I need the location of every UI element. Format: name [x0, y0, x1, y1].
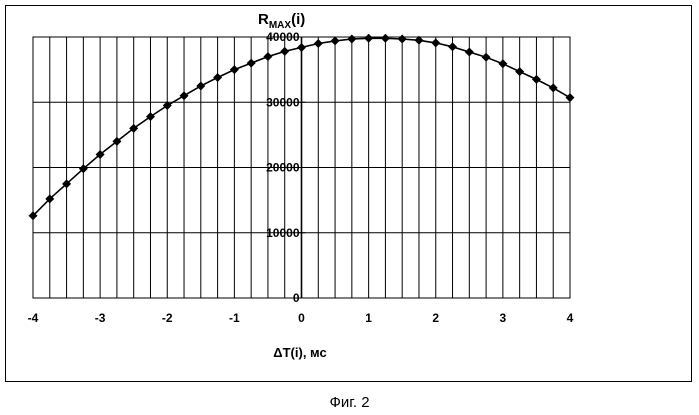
figure-caption: Фиг. 2 — [0, 394, 699, 411]
y-tick-label: 0 — [293, 291, 300, 305]
data-point — [515, 67, 524, 76]
data-point — [247, 59, 256, 68]
data-point — [431, 38, 440, 47]
chart-title: RMAX(i) — [258, 11, 305, 31]
data-point — [280, 47, 289, 56]
data-point — [196, 81, 205, 90]
data-point — [213, 73, 222, 82]
data-point — [482, 53, 491, 62]
data-point — [398, 34, 407, 43]
x-tick-label: -2 — [162, 311, 173, 325]
x-tick-label: 2 — [432, 311, 439, 325]
y-tick-label: 20000 — [266, 161, 300, 175]
line-chart: 0 10000 20000 30000 40000 -4 -3 -2 -1 0 1 2 3 4 RMAX… — [0, 0, 699, 390]
x-tick-label: -4 — [28, 311, 39, 325]
x-axis-label: ΔT(i), мс — [273, 345, 326, 360]
y-tick-label: 30000 — [266, 95, 300, 109]
data-point — [448, 42, 457, 51]
x-tick-label: 3 — [500, 311, 507, 325]
data-point — [230, 65, 239, 74]
data-point — [549, 83, 558, 92]
data-point — [465, 48, 474, 57]
data-point — [532, 75, 541, 84]
data-point — [347, 34, 356, 43]
data-point — [566, 93, 575, 102]
data-point — [498, 59, 507, 68]
data-point — [331, 36, 340, 45]
data-point — [263, 52, 272, 61]
x-tick-labels: -4 -3 -2 -1 0 1 2 3 4 — [28, 311, 574, 325]
data-point — [364, 34, 373, 43]
y-tick-labels: 0 10000 20000 30000 40000 — [266, 30, 300, 305]
y-tick-label: 40000 — [266, 30, 300, 44]
data-point — [314, 39, 323, 48]
y-tick-label: 10000 — [266, 226, 300, 240]
x-tick-label: 0 — [298, 311, 305, 325]
data-point — [381, 34, 390, 43]
x-tick-label: -1 — [229, 311, 240, 325]
x-tick-label: -3 — [95, 311, 106, 325]
x-tick-label: 1 — [365, 311, 372, 325]
data-point — [180, 91, 189, 100]
data-point — [297, 43, 306, 52]
x-tick-label: 4 — [567, 311, 574, 325]
